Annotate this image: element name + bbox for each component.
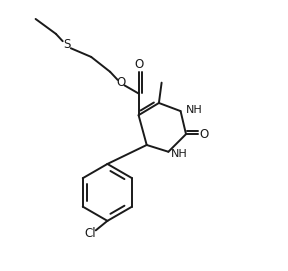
Text: S: S xyxy=(63,38,71,51)
Text: NH: NH xyxy=(171,150,188,159)
Text: O: O xyxy=(199,128,208,141)
Text: NH: NH xyxy=(186,105,203,115)
Text: Cl: Cl xyxy=(84,227,96,240)
Text: O: O xyxy=(116,76,126,89)
Text: O: O xyxy=(134,58,143,71)
